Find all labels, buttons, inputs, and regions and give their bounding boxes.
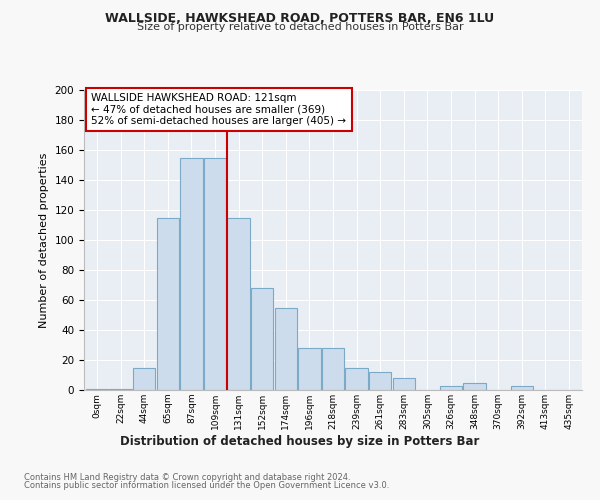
Bar (322, 348, 344, 390)
Text: Size of property relative to detached houses in Potters Bar: Size of property relative to detached ho… (137, 22, 463, 32)
Bar (109, 388, 132, 390)
Bar (369, 372, 391, 390)
Bar (463, 382, 486, 390)
Bar (204, 158, 226, 390)
Bar (275, 308, 297, 390)
Bar (227, 218, 250, 390)
Bar (157, 218, 179, 390)
Bar (133, 368, 155, 390)
Text: Contains public sector information licensed under the Open Government Licence v3: Contains public sector information licen… (24, 481, 389, 490)
Bar (86, 388, 108, 390)
Text: WALLSIDE HAWKSHEAD ROAD: 121sqm
← 47% of detached houses are smaller (369)
52% o: WALLSIDE HAWKSHEAD ROAD: 121sqm ← 47% of… (91, 93, 346, 126)
Bar (251, 288, 274, 390)
Text: WALLSIDE, HAWKSHEAD ROAD, POTTERS BAR, EN6 1LU: WALLSIDE, HAWKSHEAD ROAD, POTTERS BAR, E… (106, 12, 494, 26)
Text: Contains HM Land Registry data © Crown copyright and database right 2024.: Contains HM Land Registry data © Crown c… (24, 472, 350, 482)
Bar (298, 348, 320, 390)
Bar (346, 368, 368, 390)
Bar (440, 386, 462, 390)
Y-axis label: Number of detached properties: Number of detached properties (39, 152, 49, 328)
Text: Distribution of detached houses by size in Potters Bar: Distribution of detached houses by size … (121, 435, 479, 448)
Bar (511, 386, 533, 390)
Bar (180, 158, 203, 390)
Bar (392, 378, 415, 390)
